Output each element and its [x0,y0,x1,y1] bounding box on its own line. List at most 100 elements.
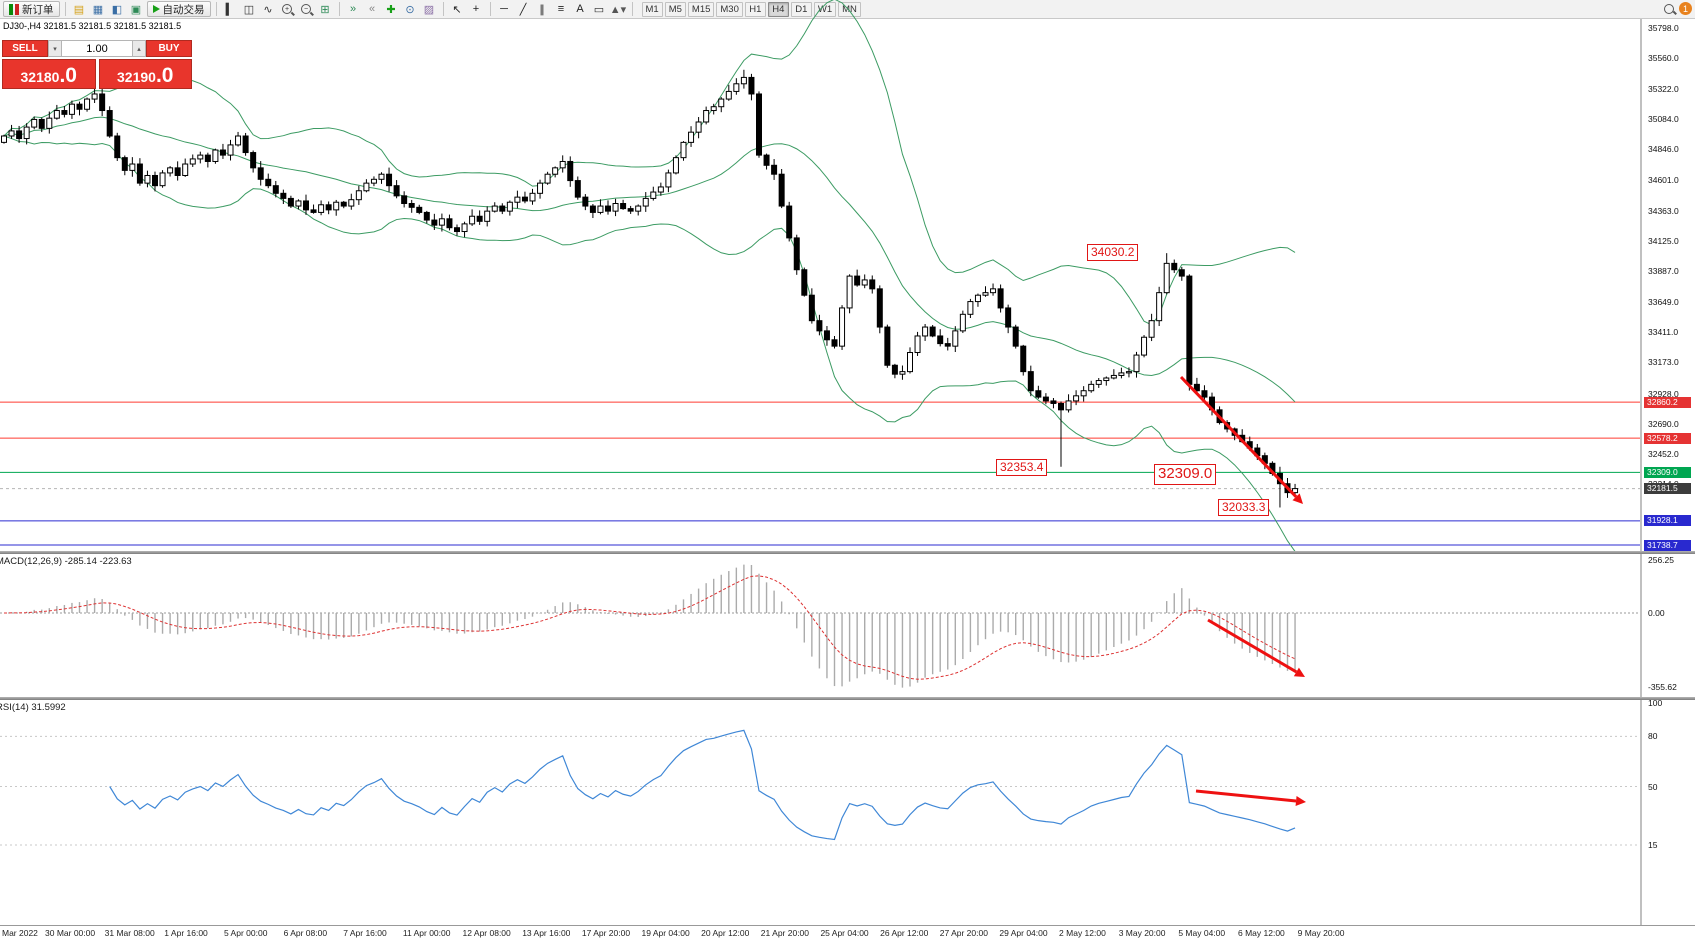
timeframe-button-m30[interactable]: M30 [716,1,743,17]
trend-arrow[interactable] [1207,618,1298,674]
new-order-button[interactable]: 新订单 [3,1,60,17]
candle-body [552,167,559,175]
trend-arrow[interactable] [1179,375,1298,498]
candle-body [1058,402,1064,411]
sell-price-frac: .0 [59,64,77,87]
navigator-icon[interactable]: ◧ [111,3,123,16]
candle-body [1125,371,1132,374]
data-window-icon[interactable]: ▦ [92,3,104,16]
zoom-in-icon[interactable]: + [279,1,296,17]
panel-separator[interactable] [0,697,1695,700]
timeframe-button-d1[interactable]: D1 [790,1,812,17]
sell-button[interactable]: SELL [2,40,48,57]
candle-body [257,167,264,180]
panel-separator[interactable] [0,551,1695,554]
indicators-icon[interactable]: ✚ [386,3,396,16]
cursor-icon[interactable]: ↖ [452,3,462,16]
draw-hline-icon[interactable]: ─ [500,3,508,15]
candle-body [786,205,793,239]
candle-body [401,195,408,205]
trend-arrow[interactable] [1195,789,1297,803]
candle-body [627,208,634,212]
price-annotation[interactable]: 32033.3 [1218,499,1270,516]
buy-price-box[interactable]: 32190 .0 [98,59,192,89]
auto-trading-button[interactable]: 自动交易 [146,1,211,17]
candle-body [295,200,302,207]
bollinger-middle-band [3,116,1296,403]
draw-channel-icon[interactable]: ∥ [539,3,545,16]
timeframe-button-m5[interactable]: M5 [664,1,686,17]
crosshair-icon[interactable]: + [472,3,480,15]
search-icon[interactable] [1664,3,1674,14]
chart-shift-icon[interactable]: « [368,3,376,15]
auto-scroll-icon[interactable]: » [349,3,357,15]
candle-body [922,326,929,337]
candle-body [635,205,642,212]
candle-body [152,174,158,187]
periods-icon[interactable]: ⊙ [405,3,415,16]
notification-badge[interactable]: 1 [1679,2,1692,15]
candle-body [8,130,15,137]
market-watch-icon[interactable]: ▤ [73,3,85,16]
candle-body [605,205,611,212]
candle-body [1095,380,1102,385]
candle-body [725,90,732,100]
candle-body [861,279,868,286]
price-annotation[interactable]: 34030.2 [1087,244,1139,261]
candle-body [1050,400,1057,404]
candle-body [1118,372,1125,376]
price-axis-tick: 33173.0 [1648,357,1679,368]
buy-price-frac: .0 [155,64,174,87]
candle-body [733,83,740,92]
candle-body [408,203,415,208]
volume-input[interactable] [62,40,132,57]
candle-body [1103,377,1110,382]
line-chart-icon[interactable]: ∿ [263,3,273,16]
sell-price-box[interactable]: 32180 .0 [2,59,96,89]
candle-body [1042,396,1049,402]
timeframe-button-h4[interactable]: H4 [767,1,789,17]
candle-body [136,163,143,184]
timeframe-button-m1[interactable]: M1 [641,1,663,17]
terminal-icon[interactable]: ▣ [130,3,142,16]
zoom-out-icon[interactable]: − [298,1,315,17]
volume-decrease-button[interactable]: ▾ [48,40,62,57]
price-axis-tick: 34601.0 [1648,175,1679,186]
candle-body [914,335,921,354]
candle-body [1292,488,1299,494]
timeframe-button-w1[interactable]: W1 [813,1,837,17]
draw-fibonacci-icon[interactable]: ≡ [557,3,565,15]
candle-body [703,110,710,123]
price-annotation[interactable]: 32309.0 [1154,464,1217,485]
rsi-scale-label: 100 [1648,698,1663,708]
sell-price-main: 32180 [20,69,60,85]
timeframe-button-m15[interactable]: M15 [687,1,715,17]
candle-body [1,135,7,143]
candle-body [454,227,460,233]
trend-arrow-head [1292,493,1303,504]
draw-text-icon[interactable]: A [576,3,584,15]
candle-body [235,135,242,146]
draw-shapes-icon[interactable]: ▲▾ [609,3,627,16]
templates-icon[interactable]: ▨ [423,3,435,16]
draw-trendline-icon[interactable]: ╱ [519,3,527,16]
draw-label-icon[interactable]: ▭ [593,3,605,16]
new-order-button-label: 新订单 [22,3,54,16]
buy-button[interactable]: BUY [146,40,192,57]
timeframe-button-h1[interactable]: H1 [744,1,766,17]
candle-body [219,149,226,156]
price-annotation[interactable]: 32353.4 [996,459,1048,476]
volume-increase-button[interactable]: ▴ [132,40,146,57]
time-axis[interactable] [0,926,1695,939]
candle-body [846,275,853,309]
candle-body [620,203,627,210]
candle-body [1171,262,1178,271]
bar-chart-icon[interactable]: ▍ [225,3,235,16]
candlestick-chart-icon[interactable]: ◫ [243,3,255,16]
trend-arrow-head [1293,667,1305,677]
tile-windows-icon[interactable]: ⊞ [320,3,330,16]
candle-body [514,196,521,203]
time-axis-label: 30 Mar 00:00 [45,928,96,938]
candle-body [491,205,498,212]
